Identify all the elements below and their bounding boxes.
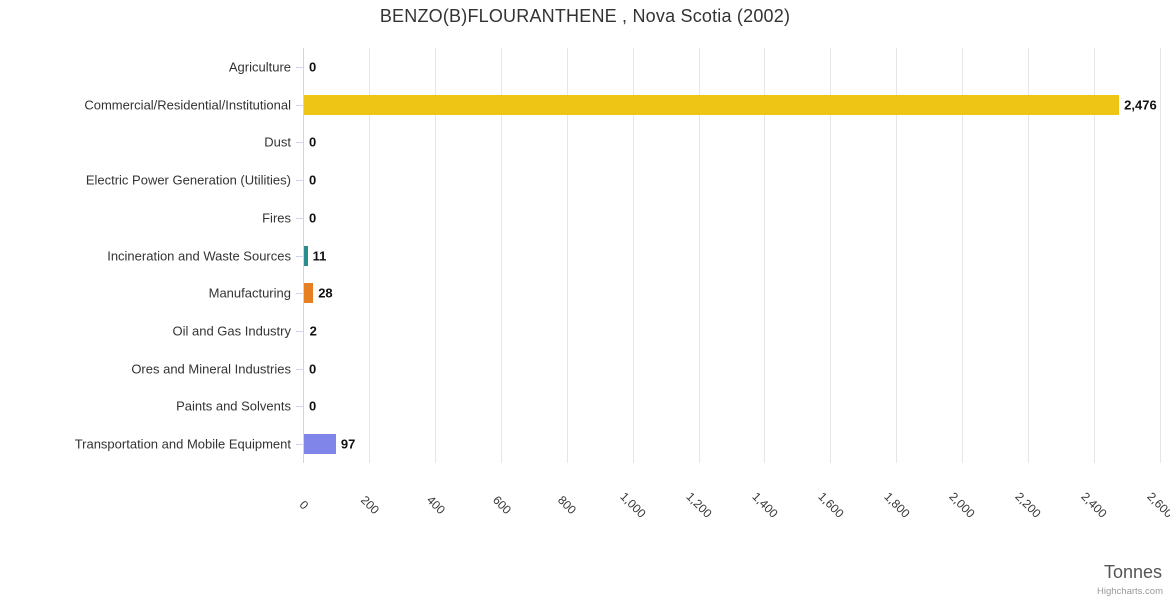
x-axis-tick-label: 600 (489, 492, 514, 518)
category-label: Ores and Mineral Industries (131, 361, 291, 377)
x-axis-tick-label: 1,800 (881, 489, 913, 521)
category-label: Agriculture (228, 59, 291, 75)
y-axis-line (303, 48, 304, 463)
y-axis-tick (296, 293, 303, 295)
x-axis-tick-label: 1,400 (749, 489, 781, 521)
gridline (1159, 48, 1161, 463)
y-axis-tick (296, 142, 303, 144)
category-label: Electric Power Generation (Utilities) (85, 172, 291, 188)
gridline (1093, 48, 1095, 463)
category-label: Incineration and Waste Sources (107, 248, 291, 263)
data-label: 0 (309, 59, 317, 75)
x-axis-title: Tonnes (1103, 562, 1162, 582)
y-axis-tick (296, 217, 303, 219)
data-label: 2 (309, 323, 317, 339)
gridline (435, 48, 437, 463)
category-label: Manufacturing (208, 285, 291, 301)
gridline (632, 48, 634, 463)
bar[interactable] (304, 283, 314, 304)
x-axis-tick-label: 2,600 (1144, 489, 1170, 521)
data-label: 97 (340, 436, 356, 452)
data-label: 0 (309, 134, 317, 150)
gridline (501, 48, 503, 463)
y-axis-tick (296, 180, 303, 182)
x-axis-tick-label: 1,600 (815, 489, 847, 521)
x-axis-tick-label: 1,200 (683, 489, 715, 521)
data-label: 11 (312, 248, 327, 263)
gridline (764, 48, 766, 463)
x-axis-tick-label: 200 (357, 492, 382, 518)
gridline (566, 48, 568, 463)
category-label: Dust (264, 134, 291, 150)
x-axis-tick-label: 0 (296, 497, 312, 513)
category-label: Fires (262, 210, 291, 226)
data-label: 2,476 (1124, 97, 1157, 113)
data-label: 0 (309, 172, 317, 188)
chart-title: BENZO(B)FLOURANTHENE , Nova Scotia (2002… (379, 6, 791, 26)
gridline (369, 48, 371, 463)
data-label: 0 (309, 361, 317, 377)
y-axis-tick (296, 444, 303, 446)
gridline (830, 48, 832, 463)
gridline (698, 48, 700, 463)
x-axis-tick-label: 400 (423, 492, 448, 518)
x-axis-tick-label: 2,400 (1078, 489, 1110, 521)
y-axis-tick (296, 104, 303, 106)
category-label: Paints and Solvents (176, 398, 291, 414)
bar[interactable] (304, 245, 308, 266)
plot-area (303, 48, 1161, 463)
data-label: 28 (318, 285, 333, 301)
bar[interactable] (304, 94, 1120, 115)
y-axis-tick (296, 330, 303, 332)
x-axis-tick-label: 2,000 (946, 489, 979, 521)
category-label: Transportation and Mobile Equipment (74, 436, 291, 452)
gridline (896, 48, 898, 463)
bar[interactable] (304, 434, 336, 455)
y-axis-tick (296, 66, 303, 68)
gridline (1027, 48, 1029, 463)
x-axis-tick-label: 2,200 (1012, 489, 1044, 521)
category-label: Commercial/Residential/Institutional (84, 97, 291, 113)
x-axis-tick-label: 800 (555, 492, 580, 518)
data-label: 0 (309, 210, 317, 226)
x-axis-tick-label: 1,000 (617, 489, 649, 521)
y-axis-tick (296, 368, 303, 370)
y-axis-tick (296, 255, 303, 257)
gridline (961, 48, 963, 463)
highcharts-credits-link[interactable]: Highcharts.com (1097, 586, 1163, 597)
category-label: Oil and Gas Industry (172, 323, 292, 339)
data-label: 0 (309, 398, 317, 414)
y-axis-tick (296, 406, 303, 408)
